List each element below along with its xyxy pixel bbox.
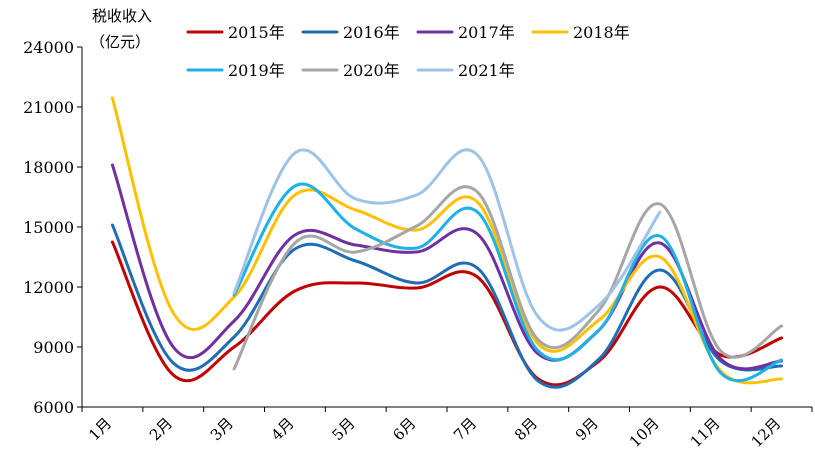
series-line-2016 <box>110 223 784 389</box>
y-tick-label: 24000 <box>23 38 74 57</box>
y-tick-label: 18000 <box>23 158 74 177</box>
x-tick-label: 8月 <box>511 414 541 444</box>
series-line-2021 <box>232 148 662 332</box>
series-line-2018 <box>110 96 784 385</box>
x-tick-label: 10月 <box>626 414 663 451</box>
x-tick-label: 4月 <box>268 414 298 444</box>
x-tick-label: 3月 <box>207 414 237 444</box>
series-line-2019 <box>232 182 784 382</box>
y-tick-label: 15000 <box>23 218 74 237</box>
legend-label-2017: 2017年 <box>458 23 515 42</box>
x-tick-label: 2月 <box>146 414 176 444</box>
series-line-2017 <box>110 163 784 371</box>
legend-label-2019: 2019年 <box>228 61 285 80</box>
x-tick-label: 12月 <box>748 414 785 451</box>
y-tick-label: 21000 <box>23 98 74 117</box>
plot-area: 6000 9000 12000 15000 18000 21000 24000 1月 2月 3月 4… <box>23 38 813 451</box>
y-axis-title-line1: 税收收入 <box>92 7 152 25</box>
x-tick-label: 6月 <box>389 414 419 444</box>
x-tick-label: 11月 <box>687 414 724 451</box>
legend-label-2021: 2021年 <box>458 61 515 80</box>
legend: 2015年 2016年 2017年 2018年 2019年 2020年 2021年 <box>186 23 630 80</box>
x-tick-label: 7月 <box>450 414 480 444</box>
y-tick-label: 9000 <box>33 338 74 357</box>
x-tick-label: 1月 <box>85 414 115 444</box>
legend-label-2020: 2020年 <box>343 61 400 80</box>
series-line-2015 <box>110 240 784 387</box>
x-tick-label: 5月 <box>328 414 358 444</box>
y-axis-title-line2: （亿元） <box>90 33 150 51</box>
legend-label-2016: 2016年 <box>343 23 400 42</box>
series-line-2020 <box>232 185 784 371</box>
x-tick-label: 9月 <box>572 414 602 444</box>
y-tick-label: 6000 <box>33 398 74 417</box>
legend-label-2015: 2015年 <box>228 23 285 42</box>
y-tick-label: 12000 <box>23 278 74 297</box>
legend-label-2018: 2018年 <box>573 23 630 42</box>
y-axis-title: 税收收入 （亿元） <box>90 7 152 51</box>
